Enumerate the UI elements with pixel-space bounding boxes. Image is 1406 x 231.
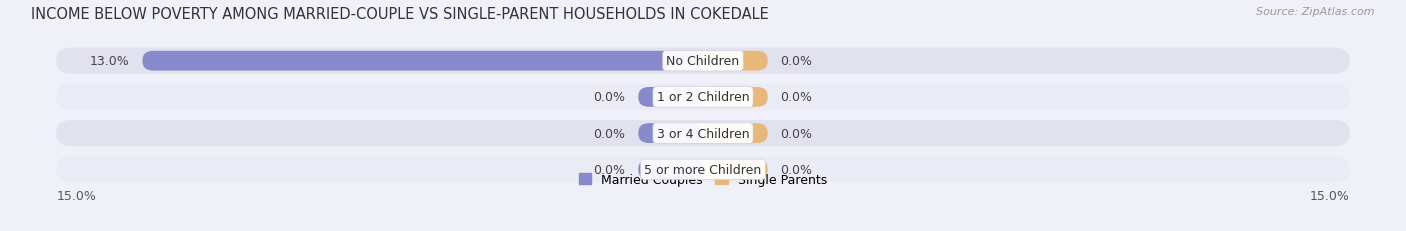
FancyBboxPatch shape (703, 52, 768, 71)
FancyBboxPatch shape (638, 88, 703, 107)
Text: 15.0%: 15.0% (56, 189, 96, 202)
Text: 0.0%: 0.0% (593, 127, 626, 140)
FancyBboxPatch shape (56, 85, 1350, 110)
FancyBboxPatch shape (56, 121, 1350, 146)
Text: Source: ZipAtlas.com: Source: ZipAtlas.com (1257, 7, 1375, 17)
Text: No Children: No Children (666, 55, 740, 68)
FancyBboxPatch shape (638, 160, 703, 179)
Text: 15.0%: 15.0% (1310, 189, 1350, 202)
Text: 0.0%: 0.0% (780, 91, 813, 104)
Text: 5 or more Children: 5 or more Children (644, 163, 762, 176)
Text: 13.0%: 13.0% (90, 55, 129, 68)
FancyBboxPatch shape (142, 52, 703, 71)
Text: 0.0%: 0.0% (780, 163, 813, 176)
Text: 0.0%: 0.0% (780, 127, 813, 140)
FancyBboxPatch shape (56, 157, 1350, 182)
Text: 0.0%: 0.0% (593, 163, 626, 176)
FancyBboxPatch shape (56, 49, 1350, 74)
FancyBboxPatch shape (703, 88, 768, 107)
FancyBboxPatch shape (638, 124, 703, 143)
Text: 3 or 4 Children: 3 or 4 Children (657, 127, 749, 140)
Text: 1 or 2 Children: 1 or 2 Children (657, 91, 749, 104)
Text: 0.0%: 0.0% (780, 55, 813, 68)
Legend: Married Couples, Single Parents: Married Couples, Single Parents (579, 173, 827, 186)
FancyBboxPatch shape (703, 160, 768, 179)
FancyBboxPatch shape (703, 124, 768, 143)
Text: 0.0%: 0.0% (593, 91, 626, 104)
Text: INCOME BELOW POVERTY AMONG MARRIED-COUPLE VS SINGLE-PARENT HOUSEHOLDS IN COKEDAL: INCOME BELOW POVERTY AMONG MARRIED-COUPL… (31, 7, 769, 22)
